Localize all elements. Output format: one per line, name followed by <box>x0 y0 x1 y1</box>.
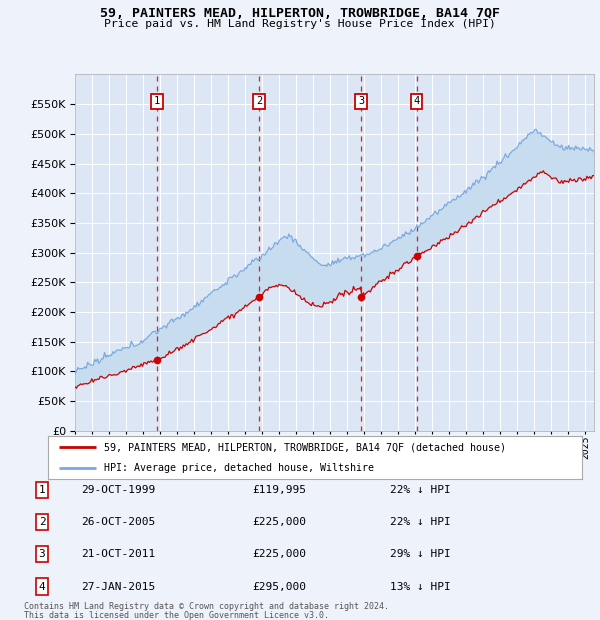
Text: 1: 1 <box>38 485 46 495</box>
Text: £225,000: £225,000 <box>252 549 306 559</box>
Text: Price paid vs. HM Land Registry's House Price Index (HPI): Price paid vs. HM Land Registry's House … <box>104 19 496 29</box>
Text: 29% ↓ HPI: 29% ↓ HPI <box>390 549 451 559</box>
Text: 59, PAINTERS MEAD, HILPERTON, TROWBRIDGE, BA14 7QF: 59, PAINTERS MEAD, HILPERTON, TROWBRIDGE… <box>100 7 500 20</box>
Text: 1: 1 <box>154 96 160 106</box>
Text: 2: 2 <box>256 96 262 106</box>
Text: 22% ↓ HPI: 22% ↓ HPI <box>390 485 451 495</box>
Text: 4: 4 <box>38 582 46 591</box>
Text: 2: 2 <box>38 517 46 527</box>
Text: 29-OCT-1999: 29-OCT-1999 <box>81 485 155 495</box>
Text: HPI: Average price, detached house, Wiltshire: HPI: Average price, detached house, Wilt… <box>104 463 374 473</box>
Text: Contains HM Land Registry data © Crown copyright and database right 2024.: Contains HM Land Registry data © Crown c… <box>24 602 389 611</box>
Text: 3: 3 <box>358 96 364 106</box>
Text: 3: 3 <box>38 549 46 559</box>
Text: This data is licensed under the Open Government Licence v3.0.: This data is licensed under the Open Gov… <box>24 611 329 619</box>
Text: 4: 4 <box>413 96 419 106</box>
Text: 21-OCT-2011: 21-OCT-2011 <box>81 549 155 559</box>
Text: £295,000: £295,000 <box>252 582 306 591</box>
Text: 27-JAN-2015: 27-JAN-2015 <box>81 582 155 591</box>
Text: 26-OCT-2005: 26-OCT-2005 <box>81 517 155 527</box>
Text: 22% ↓ HPI: 22% ↓ HPI <box>390 517 451 527</box>
Text: £119,995: £119,995 <box>252 485 306 495</box>
Text: 13% ↓ HPI: 13% ↓ HPI <box>390 582 451 591</box>
Text: £225,000: £225,000 <box>252 517 306 527</box>
Text: 59, PAINTERS MEAD, HILPERTON, TROWBRIDGE, BA14 7QF (detached house): 59, PAINTERS MEAD, HILPERTON, TROWBRIDGE… <box>104 442 506 452</box>
